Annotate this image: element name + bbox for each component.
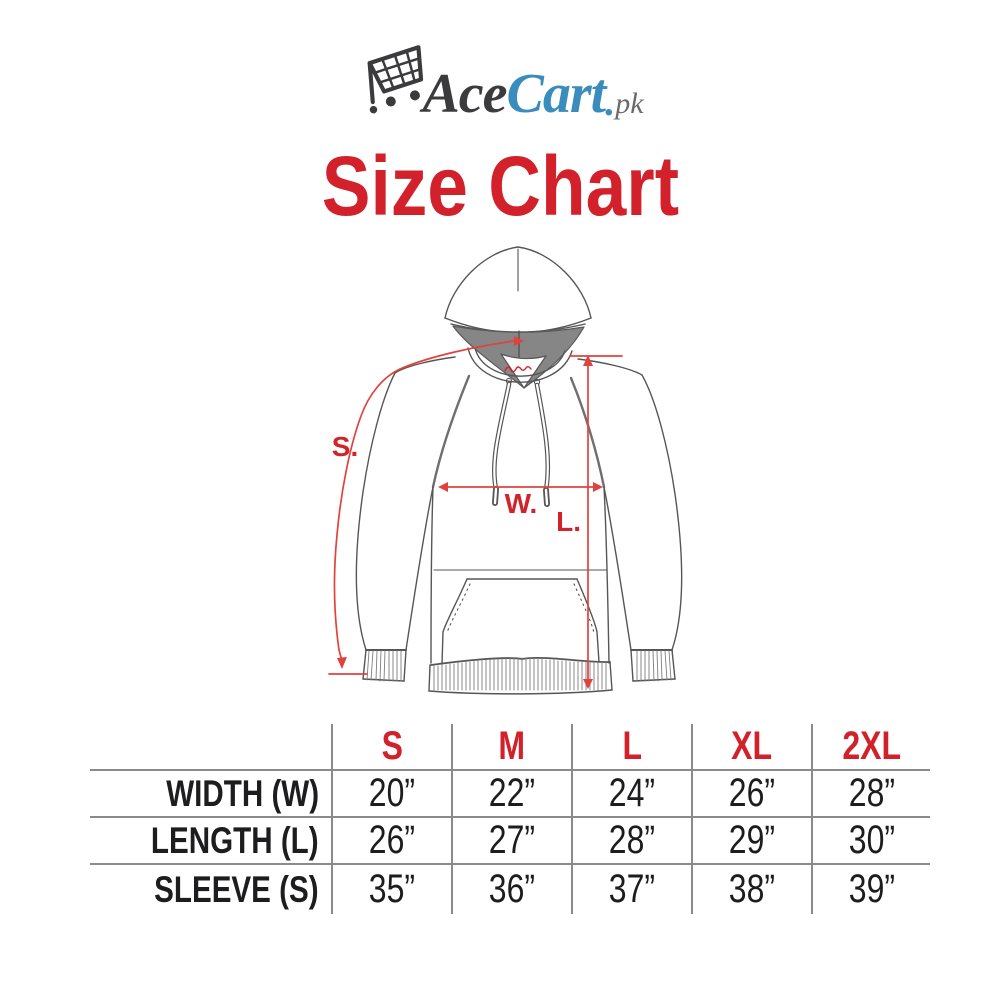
sleeve-m: 36” — [451, 863, 572, 914]
length-2xl: 30” — [811, 816, 930, 864]
width-l: 24” — [571, 769, 692, 817]
length-s: 26” — [331, 816, 452, 864]
sleeve-l: 37” — [571, 863, 692, 914]
hoodie-outline — [355, 246, 683, 695]
hoodie-measurement-diagram: S. W. L. — [328, 246, 683, 695]
sleeve-xl: 38” — [691, 863, 812, 914]
sleeve-measure-line — [333, 340, 515, 662]
row-label-sleeve: SLEEVE (S) — [90, 863, 332, 914]
width-xl: 26” — [691, 769, 812, 817]
col-header-s: S — [331, 724, 452, 770]
page-title: Size Chart — [321, 139, 679, 233]
brand-name-cart: Cart — [506, 63, 607, 125]
brand-logo: Ace Cart . pk — [0, 38, 1000, 122]
row-label-length: LENGTH (L) — [90, 816, 332, 864]
ribbed-cuff-left — [362, 649, 407, 682]
width-2xl: 28” — [811, 769, 930, 817]
row-label-width: WIDTH (W) — [90, 769, 332, 817]
size-table-header-row: S M L XL 2XL — [90, 724, 930, 770]
length-label: L. — [556, 506, 581, 537]
length-l: 28” — [571, 816, 692, 864]
sleeve-s: 35” — [331, 863, 452, 914]
col-header-m: M — [451, 724, 572, 770]
length-xl: 29” — [691, 816, 812, 864]
width-s: 20” — [331, 769, 452, 817]
length-m: 27” — [451, 816, 572, 864]
ribbed-cuff-right — [630, 649, 676, 682]
width-label: W. — [505, 488, 538, 519]
sleeve-2xl: 39” — [811, 863, 930, 914]
width-row: WIDTH (W) 20” 22” 24” 26” 28” — [90, 769, 930, 817]
size-table: S M L XL 2XL WIDTH (W) 20” 22” 24” 26” 2… — [90, 724, 930, 914]
col-header-2xl: 2XL — [811, 724, 930, 770]
measurement-lines — [328, 336, 623, 689]
hood-script-logo-icon — [504, 366, 532, 373]
length-row: LENGTH (L) 26” 27” 28” 29” 30” — [90, 816, 930, 864]
col-header-l: L — [571, 724, 692, 770]
sleeve-label: S. — [332, 431, 358, 462]
drawstrings — [491, 377, 551, 507]
ribbed-hem — [428, 656, 613, 695]
empty-corner-cell — [90, 724, 332, 770]
brand-dot: . — [605, 79, 616, 124]
shopping-cart-icon — [368, 45, 424, 114]
sleeve-row: SLEEVE (S) 35” 36” 37” 38” 39” — [90, 863, 930, 914]
kangaroo-pocket — [441, 578, 600, 665]
brand-tld: pk — [615, 87, 644, 120]
brand-name-ace: Ace — [422, 63, 507, 125]
width-m: 22” — [451, 769, 572, 817]
col-header-xl: XL — [691, 724, 812, 770]
